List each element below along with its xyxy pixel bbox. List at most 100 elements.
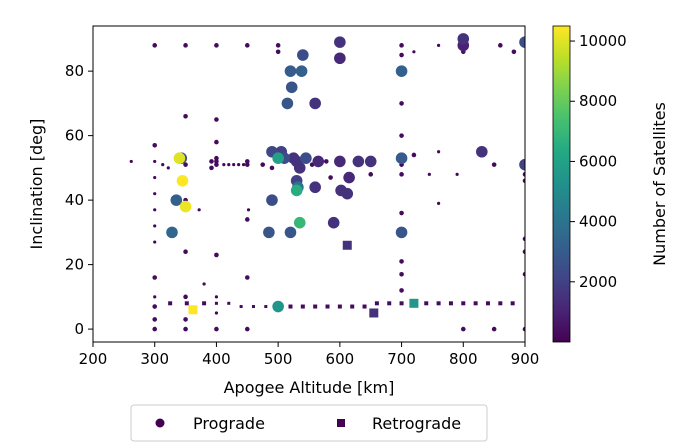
y-axis-label: Inclination [deg] — [27, 119, 46, 250]
prograde-point — [153, 295, 157, 299]
prograde-point — [395, 65, 408, 77]
prograde-point — [399, 43, 404, 48]
prograde-point — [244, 43, 250, 48]
prograde-point — [244, 159, 250, 164]
prograde-point — [343, 171, 355, 184]
legend-marker-prograde — [155, 418, 165, 428]
retrograde-point — [350, 304, 355, 309]
retrograde-point — [251, 305, 255, 309]
prograde-point — [183, 249, 188, 255]
retrograde-point — [239, 305, 243, 309]
retrograde-point — [188, 305, 198, 315]
prograde-point — [334, 36, 346, 48]
prograde-point — [214, 326, 219, 332]
prograde-point — [209, 165, 214, 171]
prograde-point — [246, 208, 251, 212]
prograde-point — [153, 240, 157, 244]
x-tick-label: 300 — [140, 350, 169, 368]
retrograde-point — [399, 301, 404, 306]
x-tick-label: 500 — [264, 350, 293, 368]
prograde-point — [237, 163, 241, 167]
retrograde-point — [202, 301, 207, 306]
prograde-point — [399, 133, 404, 138]
prograde-point — [522, 172, 525, 177]
prograde-point — [263, 226, 275, 239]
colorbar: 2000 4000 6000 8000 10000 Number of Satellit… — [552, 25, 669, 343]
legend-label-prograde: Prograde — [193, 414, 265, 433]
prograde-point — [152, 304, 158, 309]
prograde-point — [179, 200, 192, 213]
prograde-point — [476, 145, 488, 158]
retrograde-point — [184, 301, 189, 306]
prograde-point — [368, 172, 374, 177]
retrograde-point — [448, 301, 453, 306]
prograde-point — [285, 81, 298, 94]
prograde-point — [153, 224, 157, 228]
x-tick-label: 400 — [202, 350, 231, 368]
x-tick-label: 800 — [449, 350, 478, 368]
retrograde-point — [473, 301, 478, 306]
prograde-point — [183, 162, 188, 167]
prograde-point — [272, 300, 284, 313]
prograde-point — [129, 159, 133, 164]
prograde-point — [244, 275, 250, 280]
points-layer — [129, 33, 525, 332]
prograde-point — [244, 162, 250, 167]
prograde-point — [275, 43, 281, 48]
prograde-point — [399, 210, 404, 216]
prograde-point — [214, 295, 219, 299]
retrograde-point — [264, 305, 268, 309]
prograde-point — [166, 226, 178, 239]
prograde-point — [176, 174, 189, 187]
prograde-point — [522, 271, 525, 277]
plot-frame — [92, 25, 526, 343]
x-tick-label: 900 — [511, 350, 540, 368]
prograde-point — [399, 271, 404, 277]
prograde-point — [275, 49, 281, 55]
legend: Prograde Retrograde — [130, 404, 488, 442]
prograde-point — [412, 50, 416, 54]
retrograde-point — [168, 301, 173, 306]
prograde-point — [284, 65, 297, 77]
prograde-point — [460, 326, 466, 332]
prograde-point — [272, 152, 284, 165]
prograde-point — [227, 163, 231, 167]
retrograde-point — [369, 308, 379, 318]
prograde-point — [522, 326, 525, 332]
prograde-point — [399, 259, 404, 264]
retrograde-point — [461, 301, 466, 306]
prograde-point — [214, 252, 219, 258]
x-tick-label: 200 — [79, 350, 108, 368]
prograde-point — [522, 249, 525, 255]
prograde-point — [522, 178, 525, 184]
prograde-point — [341, 187, 354, 200]
y-tick-label: 60 — [65, 127, 84, 145]
prograde-point — [183, 317, 188, 322]
prograde-point — [214, 162, 219, 167]
prograde-point — [161, 163, 165, 167]
retrograde-point — [424, 301, 429, 306]
prograde-point — [293, 162, 306, 174]
prograde-point — [173, 152, 186, 165]
x-axis: 200 300 400 500 600 700 800 900 — [79, 342, 540, 368]
prograde-point — [209, 159, 214, 164]
prograde-point — [437, 150, 441, 154]
prograde-point — [411, 152, 417, 158]
prograde-point — [183, 326, 188, 332]
prograde-point — [152, 326, 158, 332]
y-tick-label: 80 — [65, 62, 84, 80]
prograde-point — [284, 226, 297, 239]
prograde-point — [323, 159, 329, 164]
retrograde-point — [498, 301, 503, 306]
prograde-point — [152, 43, 158, 48]
prograde-point — [166, 166, 170, 170]
prograde-point — [519, 36, 525, 48]
prograde-point — [352, 155, 365, 168]
prograde-point — [290, 184, 303, 197]
colorbar-label: Number of Satellites — [650, 102, 669, 266]
colorbar-tick-label: 4000 — [579, 213, 617, 231]
retrograde-point — [362, 304, 367, 309]
prograde-point — [153, 175, 157, 180]
retrograde-point — [325, 304, 330, 309]
retrograde-point — [387, 301, 392, 306]
